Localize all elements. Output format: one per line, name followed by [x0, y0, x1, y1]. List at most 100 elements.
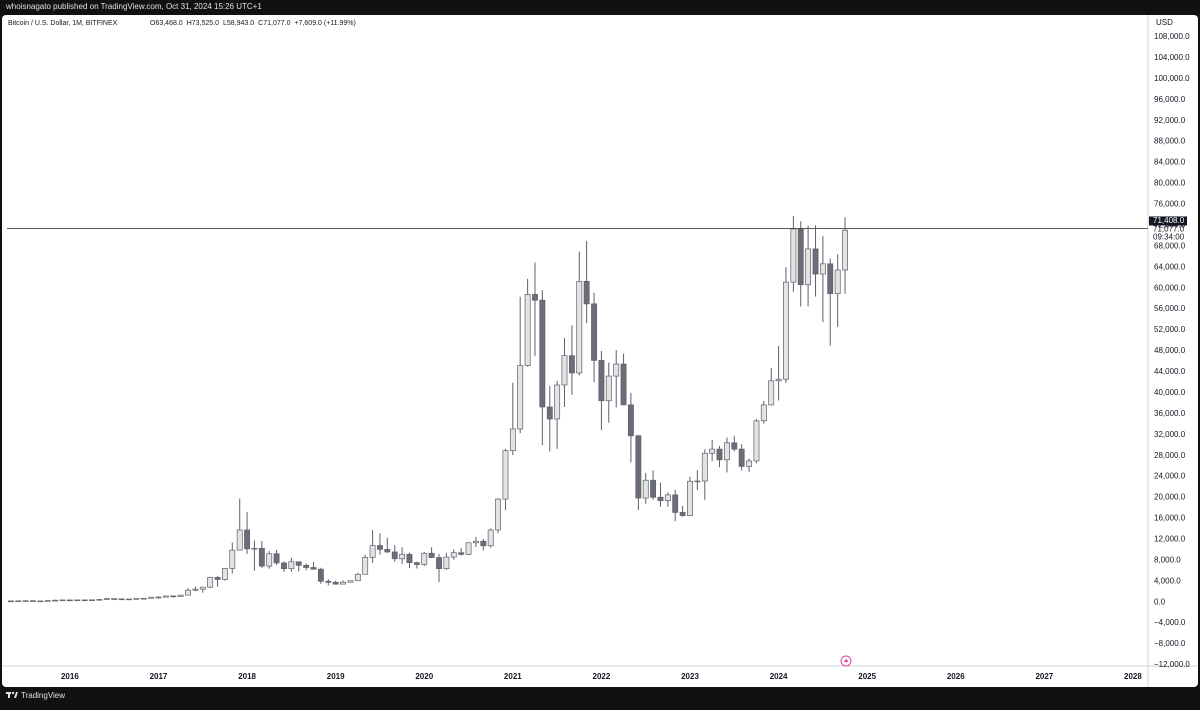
- candle-body: [340, 581, 346, 585]
- candle-body: [332, 581, 339, 585]
- y-tick-label: 88,000.0: [1154, 137, 1186, 146]
- countdown: 09:34:00: [1153, 233, 1185, 242]
- candle-body: [399, 553, 406, 560]
- chart-panel: [2, 15, 1198, 687]
- y-tick-label: 84,000.0: [1154, 158, 1186, 167]
- candle-body: [731, 442, 738, 450]
- candle-body: [185, 589, 191, 596]
- candle-body: [842, 229, 848, 271]
- candle-body: [66, 599, 73, 602]
- candle-body: [15, 600, 22, 602]
- candle-body: [583, 281, 590, 305]
- candle-body: [148, 596, 155, 599]
- price-line-tag: [1149, 216, 1187, 226]
- candle-body: [214, 577, 221, 580]
- y-tick-label: 28,000.0: [1154, 451, 1186, 460]
- candle-body: [377, 545, 383, 550]
- price-unit: USD: [1156, 18, 1173, 27]
- candle-body: [465, 542, 472, 555]
- candle-body: [805, 248, 812, 286]
- candle-body: [657, 496, 664, 502]
- y-tick-label: 56,000.0: [1154, 304, 1186, 313]
- candle-body: [709, 448, 716, 454]
- candle-body: [738, 448, 745, 467]
- y-tick-label: 60,000.0: [1154, 283, 1186, 292]
- candle-body: [30, 600, 36, 602]
- y-tick-label: 108,000.0: [1154, 32, 1190, 41]
- candle-body: [362, 557, 369, 575]
- y-tick-label: 40,000.0: [1154, 388, 1186, 397]
- candle-body: [303, 564, 310, 568]
- candle-body: [672, 494, 679, 513]
- candle-body: [797, 228, 804, 286]
- candle-body: [716, 448, 723, 461]
- candle-body: [81, 599, 88, 602]
- candle-body: [7, 600, 14, 603]
- candle-body: [199, 586, 206, 590]
- candle-body: [724, 442, 730, 461]
- x-tick-label: 2024: [770, 672, 788, 681]
- x-tick-label: 2028: [1124, 672, 1142, 681]
- candle-body: [428, 552, 435, 558]
- candle-body: [775, 378, 782, 382]
- event-icon[interactable]: [840, 655, 852, 667]
- candle-body: [783, 281, 789, 380]
- candle-body: [827, 263, 834, 295]
- candle-body: [258, 547, 265, 567]
- candle-body: [627, 404, 634, 437]
- candle-body: [391, 551, 398, 560]
- candle-body: [591, 303, 597, 361]
- candle-body: [221, 568, 228, 580]
- y-tick-label: 20,000.0: [1154, 493, 1186, 502]
- y-tick-label: 32,000.0: [1154, 430, 1186, 439]
- candle-body: [236, 529, 243, 551]
- x-tick-label: 2021: [504, 672, 522, 681]
- candle-body: [192, 588, 199, 591]
- publish-info: whoisnagato published on TradingView.com…: [5, 2, 262, 11]
- symbol-title: Bitcoin / U.S. Dollar, 1M, BITFINEX: [8, 20, 118, 27]
- candle-body: [37, 600, 44, 603]
- candle-body: [266, 553, 273, 567]
- candle-body: [74, 599, 81, 602]
- candle-body: [384, 549, 391, 553]
- candle-body: [273, 553, 280, 564]
- candle-body: [502, 450, 509, 500]
- candle-body: [406, 553, 413, 564]
- candle-body: [650, 479, 656, 498]
- ohlc-value: L58,943.0: [223, 20, 254, 27]
- candle-body: [495, 498, 501, 531]
- y-tick-label: −4,000.0: [1154, 618, 1186, 627]
- candle-body: [635, 435, 642, 499]
- candles: [7, 215, 848, 603]
- candle-body: [834, 269, 841, 295]
- y-tick-label: 104,000.0: [1154, 53, 1190, 62]
- candle-body: [760, 404, 767, 422]
- y-tick-label: 48,000.0: [1154, 346, 1186, 355]
- candle-body: [133, 598, 140, 600]
- candle-body: [126, 598, 132, 601]
- candle-body: [310, 567, 317, 570]
- candle-body: [140, 597, 147, 600]
- candle-body: [539, 299, 546, 408]
- candle-body: [768, 380, 775, 406]
- y-tick-label: 80,000.0: [1154, 179, 1186, 188]
- candle-body: [244, 529, 251, 550]
- candle-body: [44, 600, 51, 602]
- candle-body: [111, 598, 118, 600]
- candle-body: [281, 562, 287, 570]
- x-tick-label: 2025: [858, 672, 876, 681]
- candle-body: [790, 228, 797, 283]
- candle-body: [746, 460, 753, 467]
- y-tick-label: 44,000.0: [1154, 367, 1186, 376]
- candle-body: [753, 420, 760, 462]
- candle-body: [162, 595, 169, 598]
- candle-body: [177, 594, 184, 597]
- candle-body: [59, 599, 66, 602]
- candle-body: [701, 452, 708, 482]
- y-tick-label: 0.0: [1154, 597, 1166, 606]
- candle-body: [325, 580, 332, 583]
- candle-body: [687, 480, 693, 516]
- y-tick-label: 24,000.0: [1154, 472, 1186, 481]
- candle-body: [103, 598, 110, 600]
- candle-body: [436, 557, 442, 569]
